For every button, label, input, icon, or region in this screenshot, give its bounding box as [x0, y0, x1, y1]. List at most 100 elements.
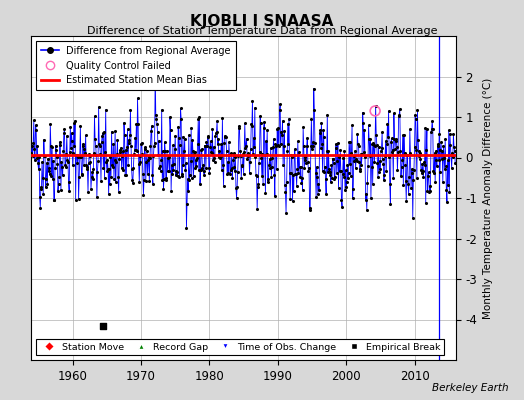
Point: [268, 155, 277, 162]
Point: [172, 168, 181, 174]
Point: [244, 153, 253, 159]
Point: [360, 127, 368, 134]
Point: [376, 158, 384, 164]
Point: [151, 112, 160, 118]
Point: [381, 138, 390, 144]
Point: [430, 150, 439, 156]
Point: [430, 170, 438, 177]
Point: [263, 151, 271, 158]
Point: [56, 139, 64, 145]
Point: [134, 120, 143, 127]
Point: [380, 177, 388, 184]
Point: [243, 156, 252, 163]
Point: [75, 174, 83, 180]
Point: [135, 179, 144, 186]
Point: [138, 151, 146, 157]
Point: [384, 134, 392, 140]
Point: [253, 173, 261, 180]
Point: [182, 224, 191, 231]
Point: [50, 197, 58, 203]
Point: [311, 140, 319, 147]
Point: [148, 172, 157, 179]
Point: [167, 187, 176, 194]
Point: [39, 191, 47, 198]
Point: [81, 149, 89, 156]
Point: [371, 142, 379, 149]
Point: [304, 168, 313, 174]
Point: [363, 206, 371, 213]
Point: [212, 128, 221, 135]
Point: [413, 107, 422, 114]
Point: [31, 156, 39, 163]
Point: [132, 121, 140, 128]
Point: [40, 153, 49, 159]
Point: [77, 154, 85, 161]
Point: [409, 177, 418, 183]
Point: [434, 141, 442, 147]
Point: [112, 179, 120, 185]
Point: [314, 191, 322, 197]
Point: [264, 178, 272, 185]
Point: [350, 153, 358, 160]
Point: [100, 175, 108, 181]
Point: [63, 157, 72, 163]
Point: [323, 112, 332, 118]
Point: [274, 125, 282, 132]
Point: [382, 168, 390, 174]
Point: [74, 154, 82, 161]
Point: [375, 169, 384, 175]
Point: [50, 197, 59, 204]
Point: [130, 151, 138, 157]
Point: [449, 154, 457, 160]
Point: [324, 148, 333, 154]
Point: [265, 162, 273, 168]
Point: [200, 171, 209, 178]
Point: [123, 126, 132, 133]
Point: [133, 148, 141, 155]
Point: [386, 201, 395, 207]
Point: [272, 142, 280, 149]
Point: [208, 126, 216, 132]
Point: [322, 148, 331, 154]
Point: [135, 160, 143, 167]
Point: [95, 143, 104, 150]
Point: [160, 139, 169, 145]
Point: [443, 198, 451, 205]
Point: [442, 187, 451, 193]
Point: [373, 141, 381, 148]
Point: [97, 178, 105, 184]
Point: [387, 139, 395, 146]
Point: [254, 183, 262, 190]
Point: [427, 129, 435, 136]
Point: [127, 166, 136, 172]
Point: [86, 159, 94, 165]
Point: [253, 206, 261, 212]
Point: [34, 166, 42, 172]
Point: [114, 174, 122, 180]
Point: [406, 126, 414, 132]
Point: [396, 106, 404, 112]
Point: [341, 167, 350, 174]
Point: [146, 155, 154, 162]
Point: [189, 173, 198, 179]
Point: [411, 116, 420, 122]
Point: [271, 193, 279, 199]
Point: [362, 197, 370, 203]
Point: [33, 143, 41, 149]
Point: [154, 129, 162, 135]
Point: [350, 158, 358, 164]
Point: [233, 184, 242, 190]
Point: [187, 158, 195, 164]
Point: [34, 160, 42, 166]
Point: [286, 170, 294, 176]
Point: [94, 104, 103, 110]
Point: [166, 127, 174, 133]
Point: [67, 145, 75, 152]
Point: [414, 137, 422, 143]
Point: [298, 187, 307, 193]
Point: [225, 139, 233, 146]
Point: [245, 170, 254, 176]
Point: [396, 148, 405, 154]
Point: [118, 153, 126, 160]
Point: [88, 168, 96, 175]
